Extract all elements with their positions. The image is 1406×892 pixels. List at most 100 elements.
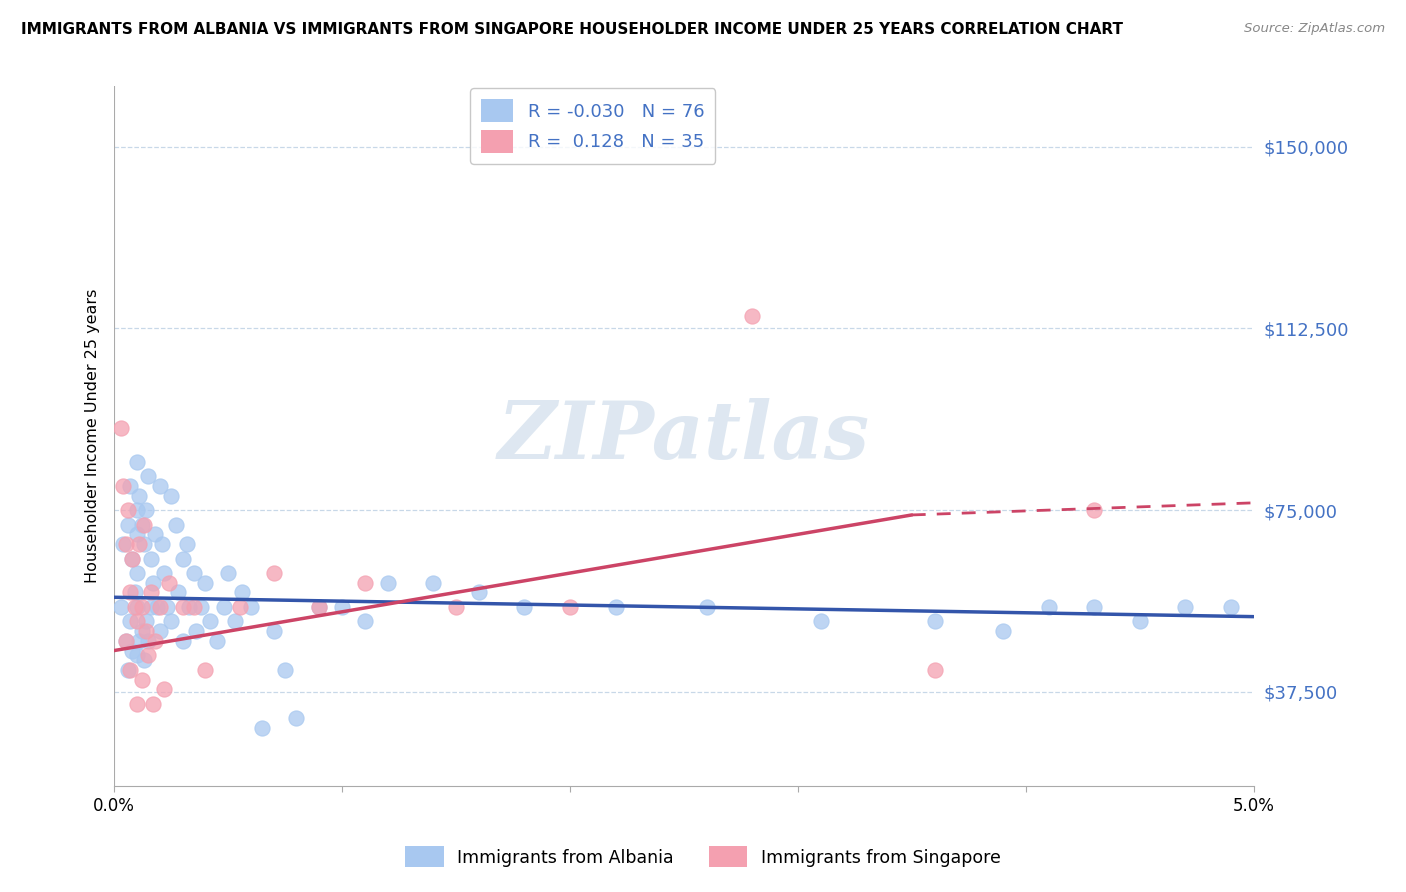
- Point: [468, 585, 491, 599]
- Point: [125, 527, 148, 541]
- Point: [131, 673, 153, 687]
- Point: [186, 624, 208, 639]
- Point: [1083, 599, 1105, 614]
- Point: [117, 517, 139, 532]
- Point: [167, 585, 190, 599]
- Point: [179, 599, 201, 614]
- Point: [157, 575, 180, 590]
- Point: [112, 537, 135, 551]
- Point: [132, 517, 155, 532]
- Point: [150, 537, 173, 551]
- Point: [121, 643, 143, 657]
- Point: [558, 599, 581, 614]
- Point: [155, 599, 177, 614]
- Point: [183, 599, 205, 614]
- Point: [112, 479, 135, 493]
- Point: [165, 517, 187, 532]
- Point: [131, 517, 153, 532]
- Point: [114, 537, 136, 551]
- Point: [143, 633, 166, 648]
- Point: [1219, 599, 1241, 614]
- Point: [1038, 599, 1060, 614]
- Point: [138, 648, 160, 663]
- Point: [114, 633, 136, 648]
- Point: [513, 599, 536, 614]
- Point: [125, 455, 148, 469]
- Point: [128, 633, 150, 648]
- Point: [228, 599, 250, 614]
- Point: [121, 551, 143, 566]
- Point: [172, 633, 194, 648]
- Point: [354, 615, 377, 629]
- Point: [120, 663, 142, 677]
- Point: [285, 711, 308, 725]
- Point: [149, 479, 172, 493]
- Point: [217, 566, 239, 580]
- Point: [176, 537, 198, 551]
- Point: [142, 697, 165, 711]
- Point: [131, 624, 153, 639]
- Point: [224, 615, 246, 629]
- Point: [696, 599, 718, 614]
- Point: [110, 421, 132, 435]
- Point: [121, 551, 143, 566]
- Point: [205, 633, 228, 648]
- Point: [160, 489, 183, 503]
- Point: [125, 615, 148, 629]
- Legend: Immigrants from Albania, Immigrants from Singapore: Immigrants from Albania, Immigrants from…: [398, 839, 1008, 874]
- Point: [172, 551, 194, 566]
- Point: [128, 537, 150, 551]
- Point: [377, 575, 399, 590]
- Point: [194, 663, 217, 677]
- Point: [131, 599, 153, 614]
- Point: [139, 551, 162, 566]
- Point: [125, 503, 148, 517]
- Point: [146, 599, 169, 614]
- Point: [924, 663, 946, 677]
- Point: [308, 599, 330, 614]
- Point: [444, 599, 467, 614]
- Text: ZIPatlas: ZIPatlas: [498, 398, 870, 475]
- Point: [212, 599, 235, 614]
- Point: [135, 624, 157, 639]
- Point: [1129, 615, 1152, 629]
- Point: [117, 663, 139, 677]
- Point: [114, 633, 136, 648]
- Point: [125, 697, 148, 711]
- Point: [160, 615, 183, 629]
- Point: [190, 599, 212, 614]
- Point: [198, 615, 221, 629]
- Point: [239, 599, 262, 614]
- Point: [128, 489, 150, 503]
- Point: [330, 599, 353, 614]
- Point: [194, 575, 217, 590]
- Point: [120, 585, 142, 599]
- Text: IMMIGRANTS FROM ALBANIA VS IMMIGRANTS FROM SINGAPORE HOUSEHOLDER INCOME UNDER 25: IMMIGRANTS FROM ALBANIA VS IMMIGRANTS FR…: [21, 22, 1123, 37]
- Point: [139, 599, 162, 614]
- Point: [1174, 599, 1197, 614]
- Point: [263, 566, 285, 580]
- Point: [153, 682, 176, 697]
- Point: [120, 615, 142, 629]
- Point: [149, 624, 172, 639]
- Y-axis label: Householder Income Under 25 years: Householder Income Under 25 years: [86, 289, 100, 583]
- Point: [172, 599, 194, 614]
- Legend: R = -0.030   N = 76, R =  0.128   N = 35: R = -0.030 N = 76, R = 0.128 N = 35: [470, 88, 716, 163]
- Point: [274, 663, 297, 677]
- Point: [132, 537, 155, 551]
- Point: [143, 527, 166, 541]
- Point: [125, 566, 148, 580]
- Point: [263, 624, 285, 639]
- Point: [810, 615, 832, 629]
- Text: Source: ZipAtlas.com: Source: ZipAtlas.com: [1244, 22, 1385, 36]
- Point: [138, 469, 160, 483]
- Point: [308, 599, 330, 614]
- Point: [605, 599, 627, 614]
- Point: [183, 566, 205, 580]
- Point: [142, 575, 165, 590]
- Point: [741, 310, 763, 324]
- Point: [135, 503, 157, 517]
- Point: [252, 721, 274, 735]
- Point: [924, 615, 946, 629]
- Point: [110, 599, 132, 614]
